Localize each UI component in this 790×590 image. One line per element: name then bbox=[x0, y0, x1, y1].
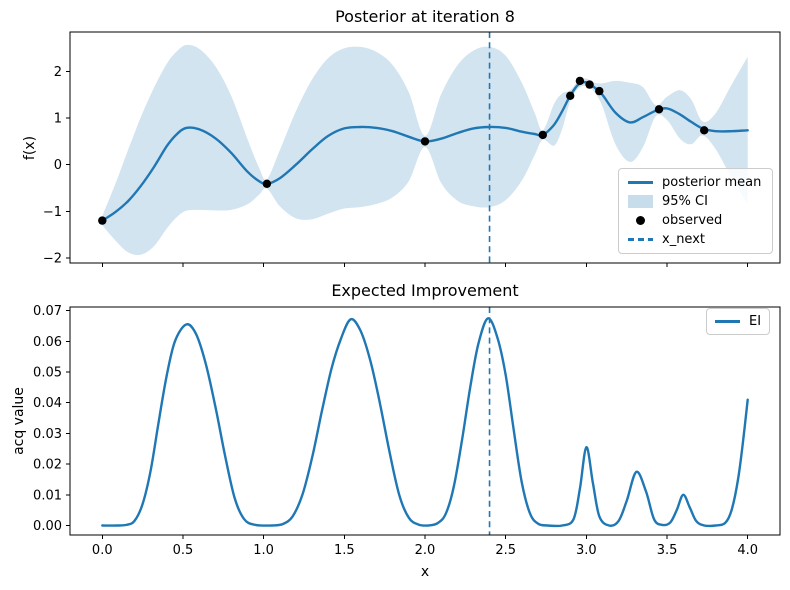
legend-label: observed bbox=[662, 213, 723, 228]
ticks: −2 −1 0 1 2 bbox=[43, 65, 749, 267]
y-tick-label: 0.04 bbox=[33, 396, 62, 411]
observed-point bbox=[595, 86, 604, 96]
legend-item-95-ci: 95% CI bbox=[628, 192, 772, 211]
posterior-axes: −2 −1 0 1 2 bbox=[43, 31, 781, 267]
posterior-chart-title: Posterior at iteration 8 bbox=[335, 7, 515, 26]
x-tick-label: 4.0 bbox=[737, 543, 758, 558]
observed-point bbox=[585, 80, 594, 89]
posterior-ylabel: f(x) bbox=[22, 135, 38, 161]
observed-point bbox=[420, 137, 430, 146]
x-tick-label: 1.0 bbox=[253, 543, 274, 558]
x-tick-label: 2.0 bbox=[415, 543, 436, 558]
y-tick-label: −1 bbox=[43, 205, 62, 220]
y-tick-label: −2 bbox=[43, 251, 62, 266]
ei-xlabel: x bbox=[420, 564, 430, 580]
y-tick-label: 0.07 bbox=[33, 304, 62, 319]
y-tick-label: 0.03 bbox=[33, 427, 62, 442]
ei-ylabel: acq value bbox=[11, 387, 27, 455]
observed-point bbox=[538, 130, 547, 140]
legend-label: 95% CI bbox=[662, 194, 708, 209]
ei-legend: EI bbox=[706, 308, 770, 335]
legend-item-observed: observed bbox=[628, 211, 772, 230]
ei-line bbox=[101, 317, 749, 528]
x-tick-label: 2.5 bbox=[495, 543, 516, 558]
x-tick-label: 3.0 bbox=[576, 543, 597, 558]
y-tick-label: 0 bbox=[54, 158, 62, 173]
ticks: 0.00 0.01 0.02 0.03 0.04 0.05 0.06 0.07 0.0 0.5 1.… bbox=[33, 304, 758, 558]
observed-point bbox=[98, 216, 107, 225]
x-tick-label: 0.5 bbox=[173, 543, 194, 558]
observed-point bbox=[700, 126, 709, 135]
legend-item-x-next: x_next bbox=[628, 230, 772, 249]
y-tick-label: 0.00 bbox=[33, 519, 62, 534]
ei-axes: 0.00 0.01 0.02 0.03 0.04 0.05 0.06 0.07 0.0 0.5 1.… bbox=[33, 304, 781, 558]
y-tick-label: 1 bbox=[54, 112, 62, 127]
x-tick-label: 1.5 bbox=[334, 543, 355, 558]
legend-label: EI bbox=[749, 314, 762, 329]
y-tick-label: 0.02 bbox=[33, 458, 62, 473]
observed-dot-sample bbox=[628, 216, 653, 225]
axes-spines bbox=[69, 306, 781, 536]
x-tick-label: 0.0 bbox=[92, 543, 113, 558]
legend-label: posterior mean bbox=[662, 175, 762, 190]
posterior-mean-line-sample bbox=[628, 181, 653, 184]
x-tick-label: 3.5 bbox=[657, 543, 678, 558]
y-tick-label: 0.01 bbox=[33, 488, 62, 503]
ei-chart-title: Expected Improvement bbox=[331, 281, 519, 300]
x-next-dash-sample bbox=[628, 238, 653, 241]
y-tick-label: 2 bbox=[54, 65, 62, 80]
ei-line-sample bbox=[715, 320, 740, 323]
legend-item-posterior-mean: posterior mean bbox=[628, 173, 772, 192]
observed-point bbox=[575, 76, 585, 86]
posterior-mean-line bbox=[101, 80, 749, 222]
legend-label: x_next bbox=[662, 232, 705, 247]
legend-item-ei: EI bbox=[715, 312, 769, 331]
observed-points bbox=[98, 76, 709, 225]
ci-patch-sample bbox=[628, 195, 653, 208]
posterior-legend: posterior mean 95% CI observed x_next bbox=[618, 168, 773, 254]
ci-band bbox=[102, 44, 748, 256]
y-tick-label: 0.05 bbox=[33, 366, 62, 381]
observed-point bbox=[262, 179, 272, 188]
observed-point bbox=[566, 91, 575, 101]
observed-point bbox=[654, 105, 664, 114]
y-tick-label: 0.06 bbox=[33, 335, 62, 350]
